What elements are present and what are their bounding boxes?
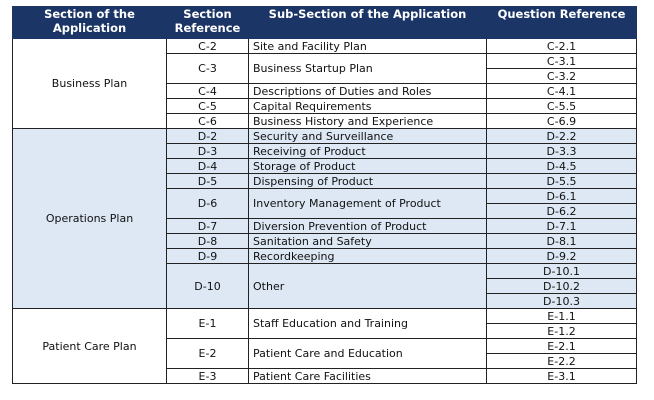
section-reference: E-3 [166, 368, 249, 384]
table-row: E-2 Patient Care and Education E-2.1 [13, 338, 637, 369]
sub-section-name: Patient Care and Education [248, 338, 487, 369]
table-row: D-4 Storage of Product D-4.5 [13, 158, 637, 174]
question-reference: C-2.1 [486, 38, 637, 54]
table-row: D-10.3 [13, 293, 637, 309]
question-reference: D-6.2 [486, 203, 637, 219]
sub-section-name: Inventory Management of Product [248, 188, 487, 219]
header-row: Section of the Application Section Refer… [12, 6, 637, 39]
section-name: Operations Plan [12, 128, 167, 309]
section-reference: D-2 [166, 128, 249, 144]
section-reference: D-9 [166, 248, 249, 264]
sub-section-name: Staff Education and Training [248, 308, 487, 339]
question-reference: D-8.1 [486, 233, 637, 249]
section-name: Business Plan [12, 38, 167, 129]
header-section-reference: Section Reference [166, 6, 249, 39]
sub-section-name: Business Startup Plan [248, 53, 487, 84]
sub-section-name: Storage of Product [248, 158, 487, 174]
sub-section-name: Business History and Experience [248, 113, 487, 129]
question-reference: C-6.9 [486, 113, 637, 129]
section-reference: D-4 [166, 158, 249, 174]
section-reference: E-1 [166, 308, 249, 339]
table-row: C-4 Descriptions of Duties and Roles C-4.1 [13, 83, 637, 99]
question-reference: E-3.1 [486, 368, 637, 384]
table-row: D-9 Recordkeeping D-9.2 [13, 248, 637, 264]
question-reference: E-2.2 [486, 353, 637, 369]
header-question-reference: Question Reference [486, 6, 637, 39]
question-reference: E-1.1 [486, 308, 637, 324]
table-row: D-3 Receiving of Product D-3.3 [13, 143, 637, 159]
question-reference: C-4.1 [486, 83, 637, 99]
section-reference: C-3 [166, 53, 249, 84]
question-reference: D-6.1 [486, 188, 637, 204]
question-reference: D-10.2 [486, 278, 637, 294]
sub-section-name: Recordkeeping [248, 248, 487, 264]
section-reference: D-5 [166, 173, 249, 189]
table-body: Business Plan C-2 Site and Facility Plan C-… [12, 38, 637, 384]
table-row: E-3 Patient Care Facilities E-3.1 [13, 368, 637, 384]
section-reference: C-4 [166, 83, 249, 99]
table-row: C-3 Business Startup Plan C-3.1 [13, 53, 637, 84]
question-reference: D-9.2 [486, 248, 637, 264]
question-reference: C-5.5 [486, 98, 637, 114]
sub-section-name: Capital Requirements [248, 98, 487, 114]
table-row: Operations Plan D-2 Security and Surveilla… [12, 128, 637, 309]
section-reference: D-10 [166, 263, 249, 309]
table-row: D-10.2 [13, 278, 637, 294]
question-reference: D-7.1 [486, 218, 637, 234]
header-sub-section: Sub-Section of the Application [248, 6, 487, 39]
section-reference: C-2 [166, 38, 249, 54]
section-name: Patient Care Plan [12, 308, 167, 384]
table-row: Business Plan C-2 Site and Facility Plan C-… [12, 38, 637, 129]
application-sections-table: Section of the Application Section Refer… [12, 6, 637, 384]
question-reference: D-3.3 [486, 143, 637, 159]
question-reference: D-2.2 [486, 128, 637, 144]
sub-section-name: Sanitation and Safety [248, 233, 487, 249]
question-reference: D-10.1 [486, 263, 637, 279]
sub-section-name: Dispensing of Product [248, 173, 487, 189]
section-reference: C-6 [166, 113, 249, 129]
table-row: C-6 Business History and Experience C-6.9 [13, 113, 637, 129]
section-reference: E-2 [166, 338, 249, 369]
question-reference: D-5.5 [486, 173, 637, 189]
section-reference: D-8 [166, 233, 249, 249]
sub-section-name: Receiving of Product [248, 143, 487, 159]
question-reference: C-3.1 [486, 53, 637, 69]
sub-section-name: Descriptions of Duties and Roles [248, 83, 487, 99]
question-reference: E-1.2 [486, 323, 637, 339]
section-reference: C-5 [166, 98, 249, 114]
table-row: Patient Care Plan E-1 Staff Education and … [12, 308, 637, 384]
question-reference: D-4.5 [486, 158, 637, 174]
sub-section-name: Diversion Prevention of Product [248, 218, 487, 234]
section-reference: D-3 [166, 143, 249, 159]
question-reference: E-2.1 [486, 338, 637, 354]
sub-section-name: Other [248, 263, 487, 309]
sub-section-name: Patient Care Facilities [248, 368, 487, 384]
question-reference: C-3.2 [486, 68, 637, 84]
header-section: Section of the Application [12, 6, 167, 39]
section-reference: D-7 [166, 218, 249, 234]
sub-section-name: Site and Facility Plan [248, 38, 487, 54]
table-row: D-7 Diversion Prevention of Product D-7.1 [13, 218, 637, 234]
question-reference: D-10.3 [486, 293, 637, 309]
section-reference: D-6 [166, 188, 249, 219]
table-row: D-8 Sanitation and Safety D-8.1 [13, 233, 637, 249]
table-row: D-5 Dispensing of Product D-5.5 [13, 173, 637, 189]
sub-section-name: Security and Surveillance [248, 128, 487, 144]
